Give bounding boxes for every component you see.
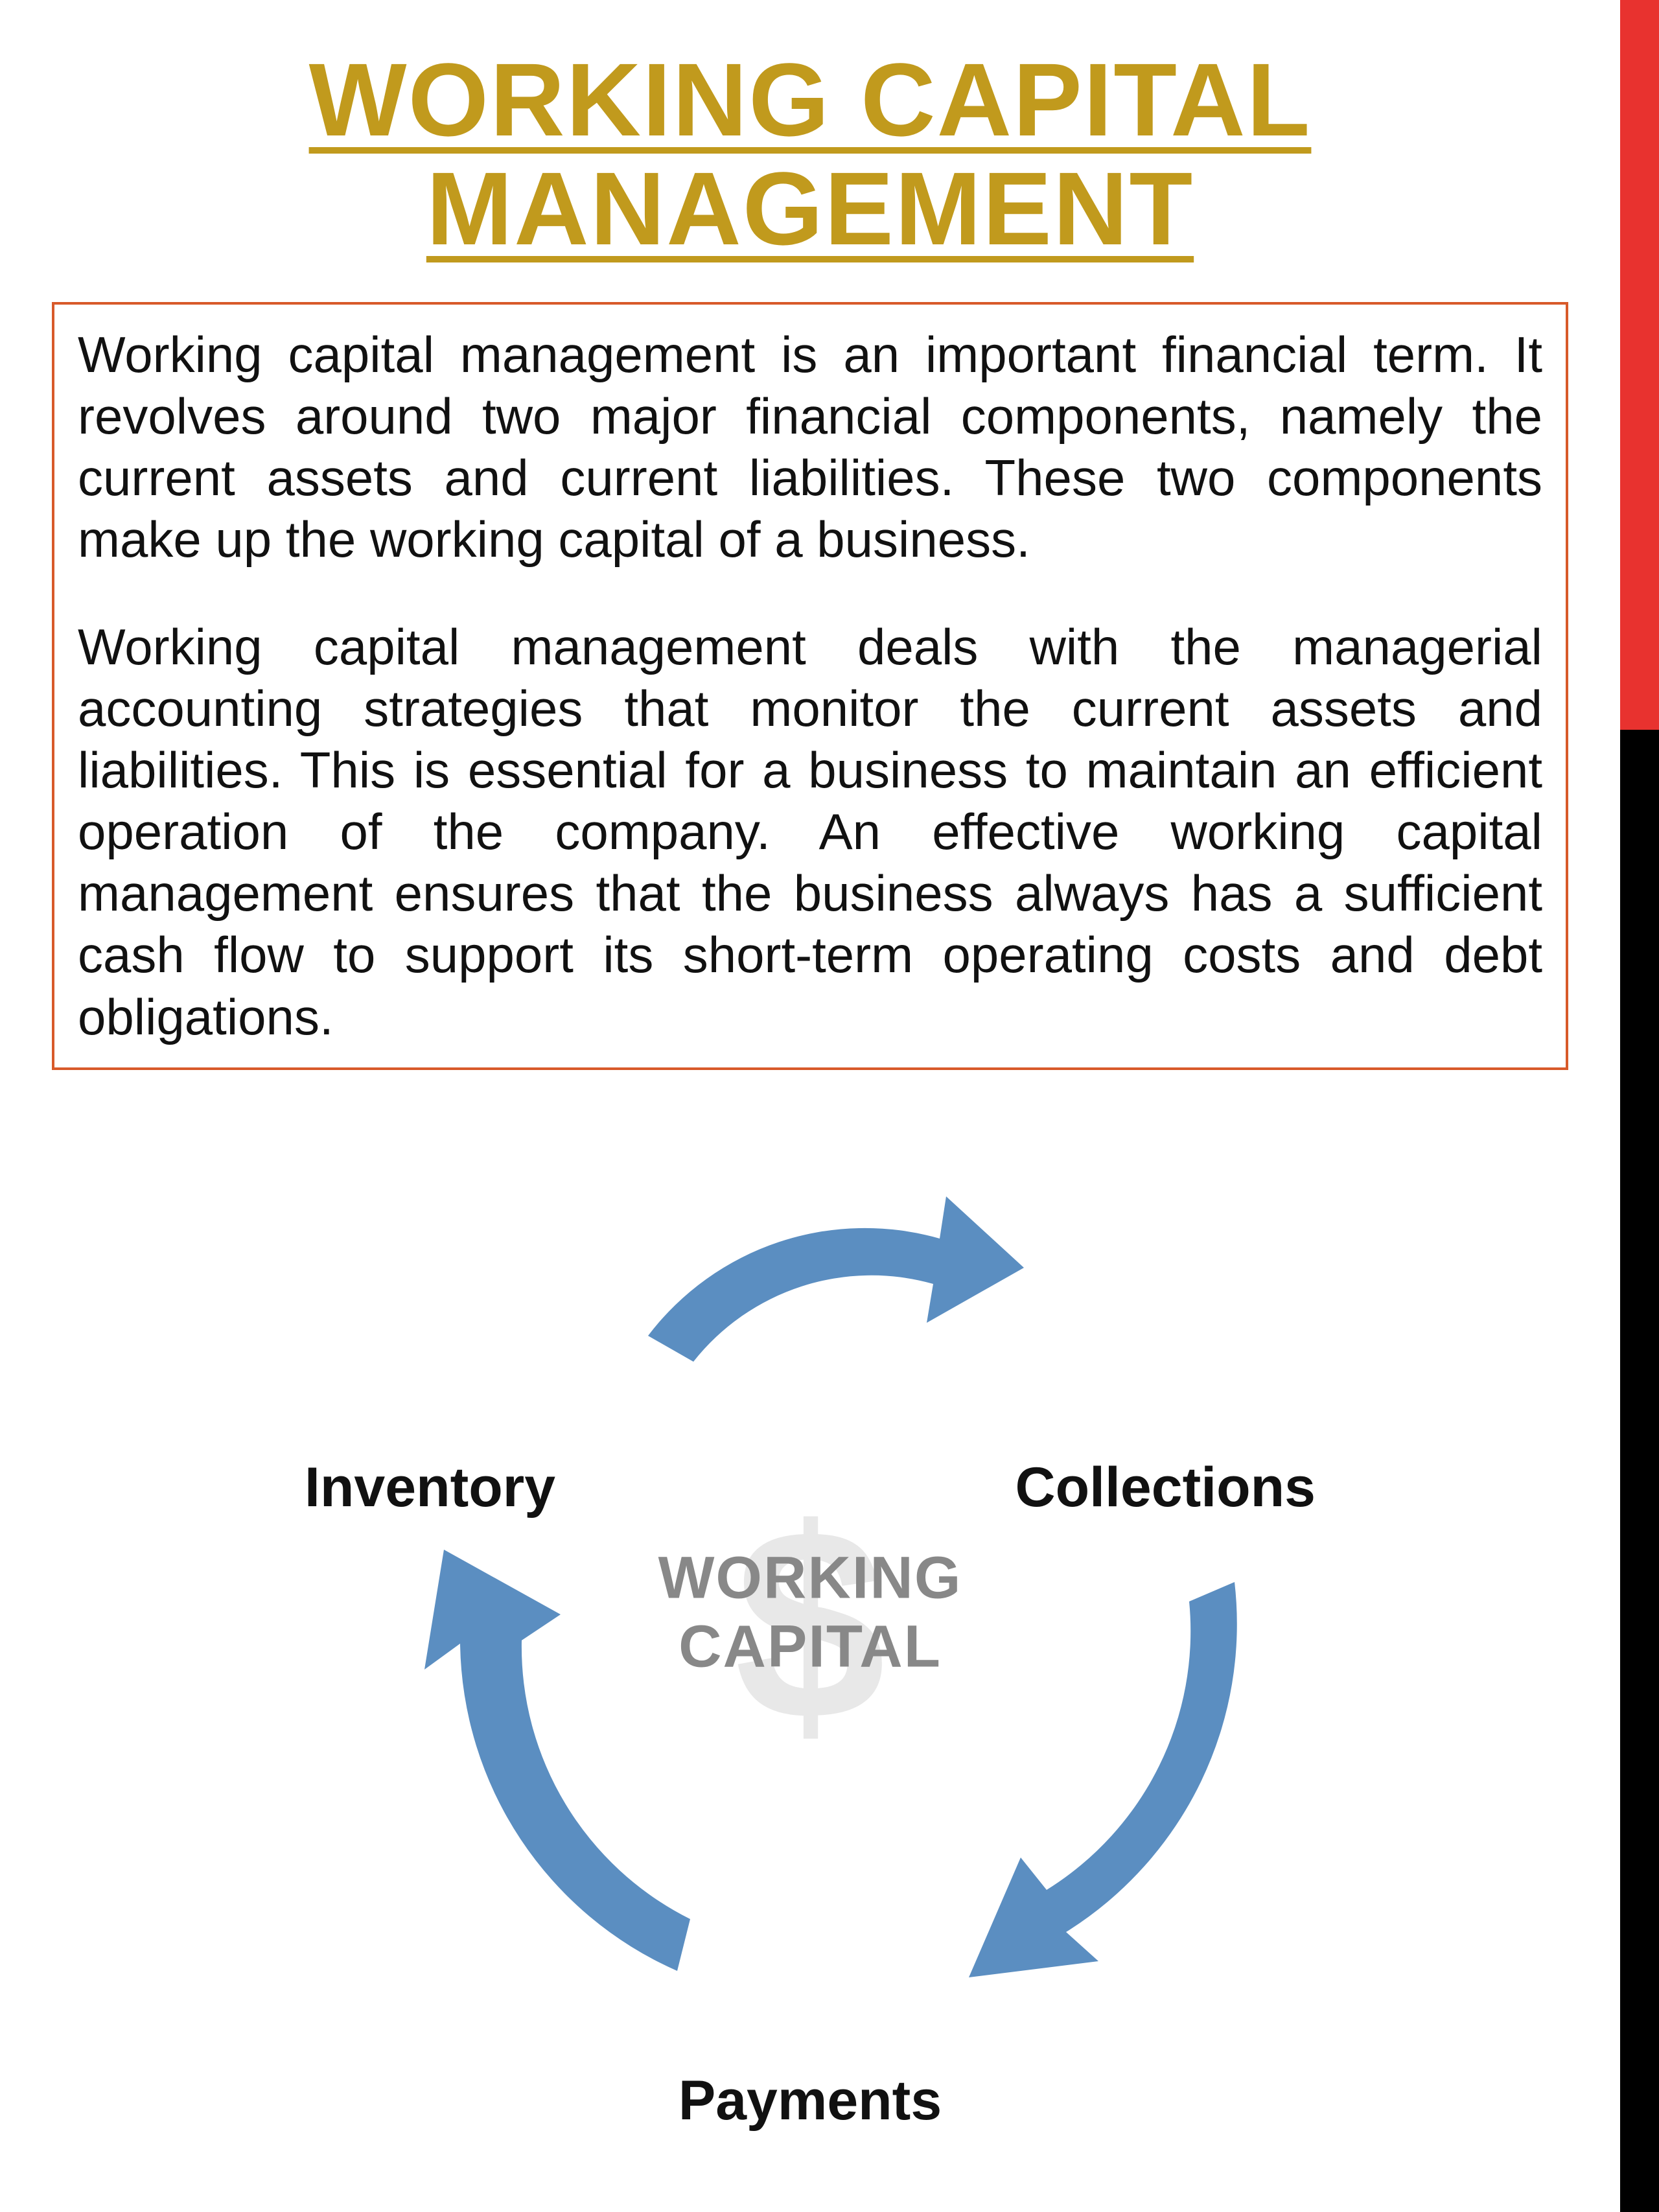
page-title: WORKING CAPITAL MANAGEMENT [52,45,1568,263]
side-accent-red [1620,0,1659,730]
side-accent-stripe [1620,0,1659,2212]
working-capital-cycle-diagram: $ WORKING CAPITAL Inventory Collections … [259,1161,1361,2133]
intro-paragraph-2: Working capital management deals with th… [78,616,1542,1048]
diagram-center-line2: CAPITAL [679,1613,942,1679]
arrow-collections-to-payments-icon [956,1563,1293,2003]
dollar-sign-icon: $ [734,1489,886,1761]
diagram-center-label: WORKING CAPITAL [658,1544,962,1681]
intro-box: Working capital management is an importa… [52,302,1568,1070]
slide-page: WORKING CAPITAL MANAGEMENT Working capit… [0,0,1620,2212]
arrow-inventory-to-collections-icon [622,1167,1024,1388]
diagram-node-inventory: Inventory [305,1456,555,1520]
diagram-center-line1: WORKING [658,1544,962,1611]
intro-paragraph-1: Working capital management is an importa… [78,324,1542,571]
arrow-payments-to-inventory-icon [366,1550,703,2003]
side-accent-black [1620,730,1659,2212]
diagram-node-payments: Payments [679,2069,942,2133]
diagram-node-collections: Collections [1015,1456,1316,1520]
